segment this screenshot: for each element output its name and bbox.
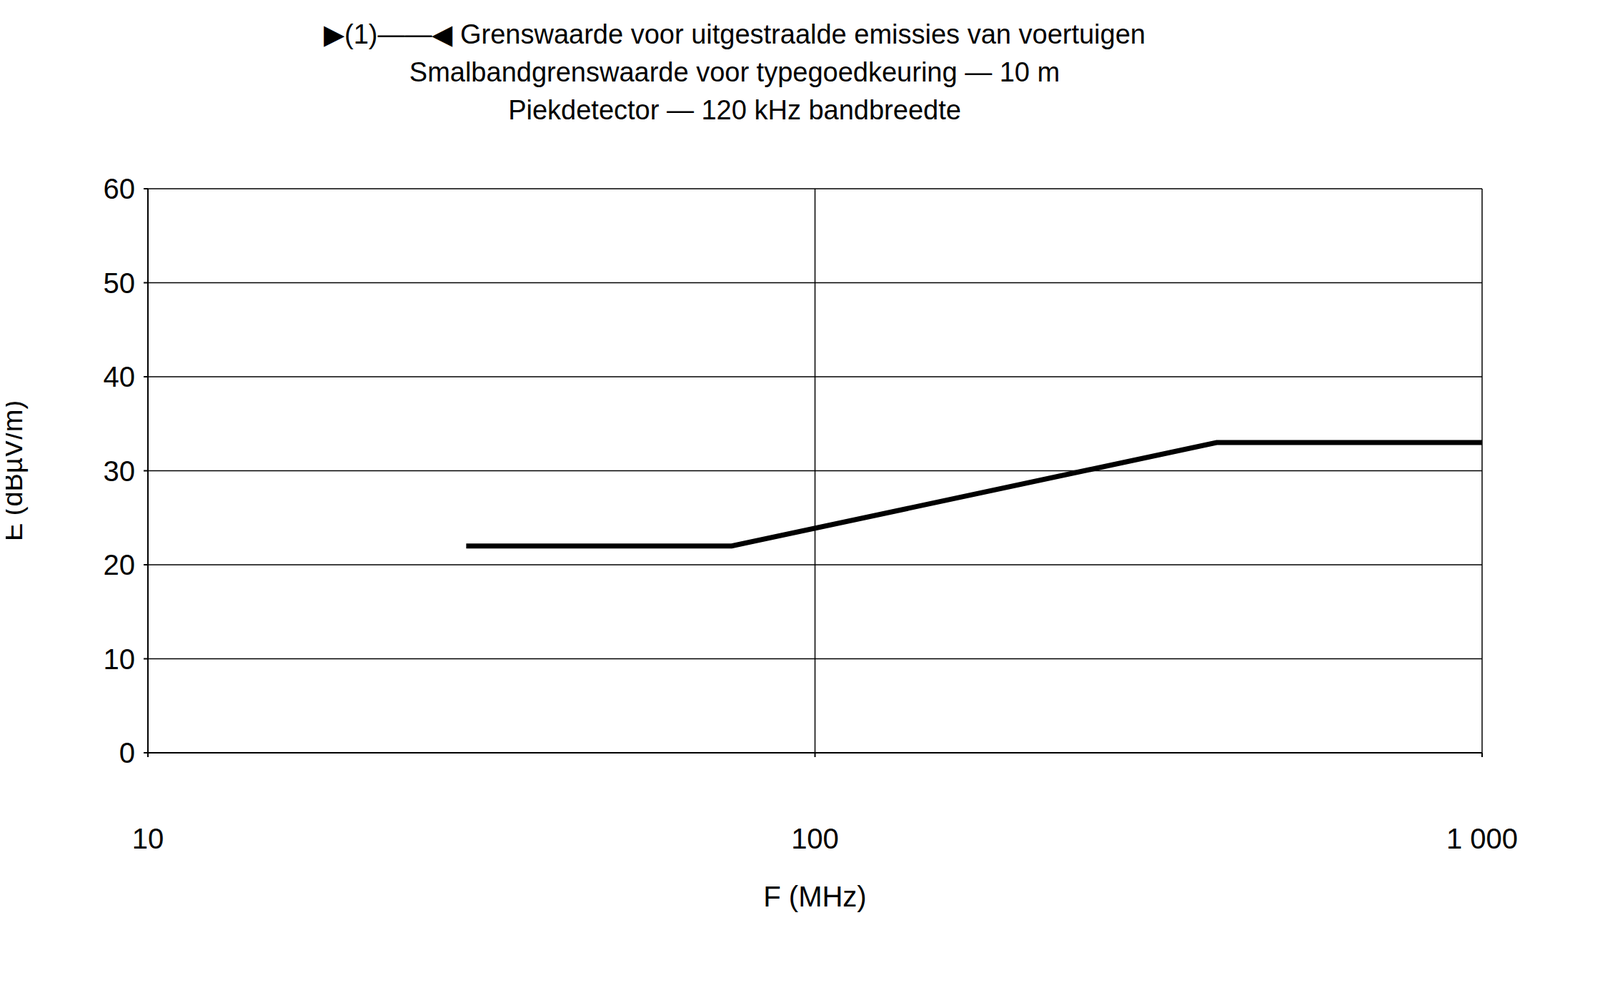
svg-text:F (MHz): F (MHz) [763,880,867,912]
svg-text:20: 20 [103,548,136,581]
svg-text:E (dBµV/m): E (dBµV/m) [5,400,28,541]
svg-text:0: 0 [119,736,136,769]
svg-text:10: 10 [132,822,165,854]
svg-text:30: 30 [103,455,136,487]
svg-text:10: 10 [103,643,136,675]
svg-text:1 000: 1 000 [1446,822,1518,854]
svg-text:60: 60 [103,172,136,205]
svg-text:100: 100 [791,822,839,854]
html-text:Piekdetector — 120 kHz bandbre: Piekdetector — 120 kHz bandbreedte [508,95,962,126]
svg-text:40: 40 [103,360,136,393]
html-text:▶(1)——◀ Grenswaarde voor uitge: ▶(1)——◀ Grenswaarde voor uitgestraalde e… [323,19,1146,50]
svg-text:50: 50 [103,267,136,299]
html-text:Smalbandgrenswaarde voor typeg: Smalbandgrenswaarde voor typegoedkeuring… [409,57,1060,88]
